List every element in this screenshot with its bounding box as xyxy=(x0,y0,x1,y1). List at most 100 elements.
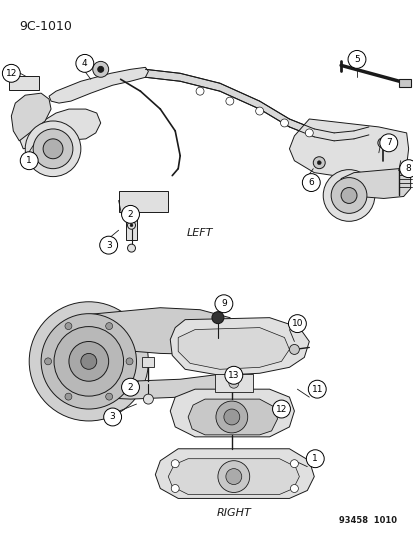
Circle shape xyxy=(171,484,179,492)
Text: 1: 1 xyxy=(26,156,32,165)
Text: 13: 13 xyxy=(228,371,239,380)
Bar xyxy=(125,212,137,240)
Circle shape xyxy=(69,342,108,381)
Circle shape xyxy=(228,378,238,388)
Bar xyxy=(214,374,252,392)
Circle shape xyxy=(280,119,288,127)
Polygon shape xyxy=(88,365,237,399)
Circle shape xyxy=(316,161,320,165)
Circle shape xyxy=(29,302,148,421)
Circle shape xyxy=(93,61,108,77)
Text: 7: 7 xyxy=(385,139,391,147)
Polygon shape xyxy=(49,67,148,103)
Circle shape xyxy=(224,366,242,384)
Text: 8: 8 xyxy=(405,164,411,173)
Circle shape xyxy=(347,51,365,68)
Polygon shape xyxy=(19,109,100,149)
Text: 3: 3 xyxy=(106,240,111,249)
Circle shape xyxy=(216,401,247,433)
Circle shape xyxy=(65,393,72,400)
Circle shape xyxy=(225,469,241,484)
Text: 2: 2 xyxy=(127,383,133,392)
Text: RIGHT: RIGHT xyxy=(216,508,251,519)
Text: 3: 3 xyxy=(109,413,115,422)
Polygon shape xyxy=(170,318,309,375)
Circle shape xyxy=(54,327,123,396)
Polygon shape xyxy=(145,69,368,141)
Circle shape xyxy=(379,134,397,152)
Text: 4: 4 xyxy=(82,59,88,68)
Circle shape xyxy=(306,450,323,467)
Polygon shape xyxy=(155,449,313,498)
Polygon shape xyxy=(289,119,408,179)
Polygon shape xyxy=(85,308,239,354)
Circle shape xyxy=(340,188,356,204)
Circle shape xyxy=(97,66,103,72)
Circle shape xyxy=(305,129,313,137)
Circle shape xyxy=(308,380,325,398)
Circle shape xyxy=(223,409,239,425)
Polygon shape xyxy=(178,328,289,369)
Circle shape xyxy=(105,393,112,400)
Circle shape xyxy=(313,157,325,168)
Polygon shape xyxy=(170,389,294,437)
Circle shape xyxy=(76,54,93,72)
Circle shape xyxy=(127,221,135,229)
Circle shape xyxy=(290,459,298,467)
Circle shape xyxy=(105,322,112,329)
Circle shape xyxy=(289,344,299,354)
Text: 1: 1 xyxy=(312,454,317,463)
Text: 5: 5 xyxy=(353,55,359,64)
Circle shape xyxy=(214,295,232,313)
Circle shape xyxy=(290,484,298,492)
Bar xyxy=(118,190,168,212)
Circle shape xyxy=(301,174,320,191)
Circle shape xyxy=(121,378,139,396)
Circle shape xyxy=(217,461,249,492)
Polygon shape xyxy=(168,459,299,495)
Bar xyxy=(398,79,410,87)
Circle shape xyxy=(255,107,263,115)
Circle shape xyxy=(2,64,20,82)
Circle shape xyxy=(399,160,413,177)
Circle shape xyxy=(33,129,73,168)
Text: 9C-1010: 9C-1010 xyxy=(19,20,72,33)
Circle shape xyxy=(196,87,204,95)
Circle shape xyxy=(41,314,136,409)
Circle shape xyxy=(377,138,387,148)
Text: LEFT: LEFT xyxy=(186,228,213,238)
Circle shape xyxy=(81,353,97,369)
Circle shape xyxy=(43,139,63,159)
Circle shape xyxy=(171,459,179,467)
Circle shape xyxy=(20,152,38,169)
Text: 6: 6 xyxy=(308,178,313,187)
Circle shape xyxy=(272,400,290,418)
Circle shape xyxy=(103,408,121,426)
Polygon shape xyxy=(188,399,277,435)
Circle shape xyxy=(25,121,81,176)
Circle shape xyxy=(100,236,117,254)
Bar xyxy=(142,358,154,367)
Text: 12: 12 xyxy=(6,69,17,78)
Circle shape xyxy=(225,97,233,105)
Text: 9: 9 xyxy=(221,299,226,308)
Circle shape xyxy=(65,322,72,329)
Text: 11: 11 xyxy=(311,385,322,394)
Bar xyxy=(9,76,39,90)
Circle shape xyxy=(323,169,374,221)
Circle shape xyxy=(130,224,133,227)
Polygon shape xyxy=(11,93,51,141)
Circle shape xyxy=(330,177,366,213)
Text: 12: 12 xyxy=(275,405,287,414)
Polygon shape xyxy=(340,168,410,198)
Text: 2: 2 xyxy=(127,210,133,219)
Text: 93458  1010: 93458 1010 xyxy=(338,516,396,525)
Circle shape xyxy=(127,244,135,252)
Circle shape xyxy=(288,314,306,333)
Circle shape xyxy=(45,358,52,365)
Circle shape xyxy=(211,312,223,324)
Circle shape xyxy=(121,205,139,223)
Circle shape xyxy=(126,358,133,365)
Circle shape xyxy=(143,394,153,404)
Text: 10: 10 xyxy=(291,319,302,328)
